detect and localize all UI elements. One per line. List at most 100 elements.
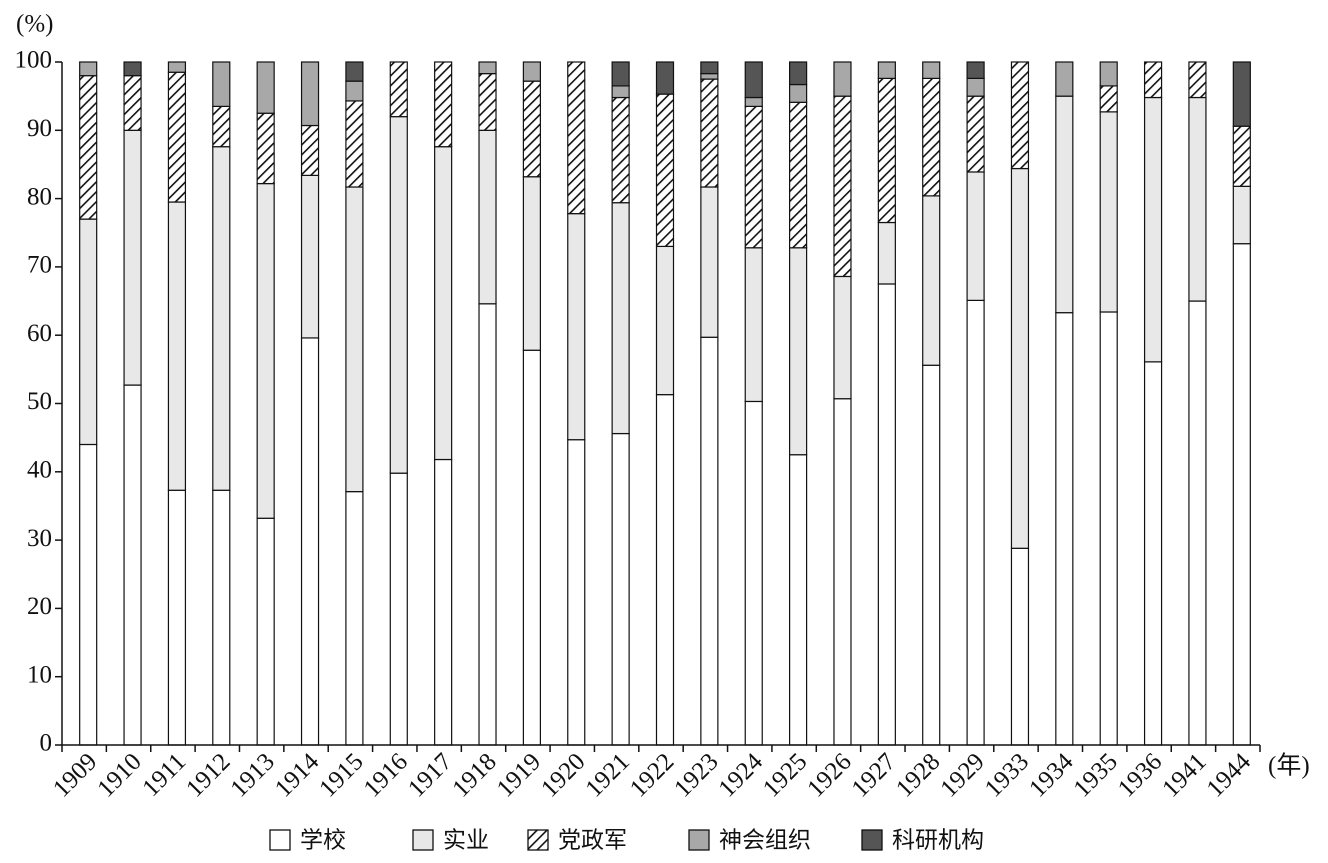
bar-segment [256, 182, 275, 519]
bar-segment [789, 247, 808, 456]
bar-segment [655, 245, 675, 396]
y-unit-label: (%) [16, 11, 53, 38]
bar-segment [966, 299, 985, 746]
bar-segment [655, 394, 675, 746]
bar-segment [167, 201, 187, 491]
bar-segment [700, 186, 719, 338]
x-tick-label: 1929 [935, 748, 989, 802]
bar-segment [167, 489, 187, 746]
bar-segment [345, 100, 364, 188]
x-tick-label: 1926 [802, 748, 856, 802]
bar-segment [1232, 125, 1251, 187]
y-tick-label: 80 [27, 183, 52, 210]
bar-segment [744, 247, 763, 403]
legend-swatch [527, 829, 549, 851]
bar-segment [1143, 361, 1163, 746]
bar-segment [389, 116, 408, 474]
bar-segment [1188, 96, 1207, 302]
bar-segment [522, 176, 541, 351]
bar-segment [1188, 300, 1207, 746]
bar-segment [522, 61, 541, 82]
bar-segment [966, 61, 985, 79]
bar-segment [434, 458, 453, 746]
x-tick-label: 1912 [181, 748, 235, 802]
bar-segment [256, 112, 275, 185]
bar-segment [300, 174, 320, 339]
y-tick-label: 30 [27, 525, 52, 552]
bar-segment [1010, 61, 1030, 170]
bar-segment [833, 275, 852, 400]
x-tick-label: 1934 [1024, 748, 1079, 803]
bar-segment [345, 80, 364, 102]
bar-segment [700, 73, 719, 80]
bar-segment [922, 61, 941, 79]
bar-segment [167, 71, 187, 203]
bar-segment [522, 349, 541, 746]
bar-segment [1055, 95, 1074, 314]
y-tick-label: 60 [27, 320, 52, 347]
bar-segment [123, 129, 142, 386]
bar-segment [567, 213, 586, 441]
bar-segment [522, 80, 541, 178]
bar-segment [300, 124, 320, 176]
bar-segment [744, 96, 763, 107]
bar-segment [877, 283, 896, 746]
x-tick-label: 1924 [714, 748, 769, 803]
x-tick-label: 1933 [980, 748, 1034, 802]
x-tick-label: 1923 [669, 748, 723, 802]
x-tick-label: 1911 [137, 748, 191, 802]
bar-segment [212, 61, 231, 107]
bar-segment [1010, 167, 1030, 549]
bar-segment [922, 364, 941, 746]
bar-segment [833, 61, 852, 97]
bar-segment [300, 337, 320, 746]
bar-segment [123, 384, 142, 746]
bar-segment [345, 491, 364, 746]
bar-segment [1143, 96, 1163, 363]
legend-swatch [688, 829, 710, 851]
x-tick-label: 1941 [1157, 748, 1211, 802]
bar-segment [167, 61, 187, 73]
bar-segment [655, 93, 675, 248]
bar-segment [611, 202, 630, 435]
bar-segment [877, 77, 896, 224]
legend-swatch [861, 829, 883, 851]
bar-segment [389, 472, 408, 746]
x-tick-label: 1922 [625, 748, 679, 802]
bar-segment [79, 75, 98, 220]
x-tick-label: 1918 [447, 748, 501, 802]
bar-segment [434, 61, 453, 148]
y-tick-label: 90 [27, 115, 52, 142]
bar-segment [700, 336, 719, 746]
x-tick-label: 1914 [270, 748, 325, 803]
bar-segment [345, 61, 364, 82]
bar-segment [833, 95, 852, 278]
y-tick-label: 0 [40, 730, 53, 757]
bar-segment [877, 61, 896, 79]
bar-segment [700, 61, 719, 75]
bar-segment [1188, 61, 1207, 99]
legend-swatch [412, 829, 434, 851]
bar-segment [478, 303, 497, 746]
y-tick-label: 40 [27, 457, 52, 484]
bar-segment [877, 221, 896, 285]
legend-label: 实业 [443, 828, 489, 854]
x-tick-label: 1925 [758, 748, 812, 802]
bar-segment [478, 73, 497, 131]
bar-segment [79, 443, 98, 746]
bar-segment [744, 61, 763, 99]
x-tick-label: 1935 [1069, 748, 1123, 802]
x-tick-label: 1916 [359, 748, 413, 802]
x-unit-label: (年) [1268, 752, 1310, 780]
legend-label: 党政军 [558, 828, 627, 854]
bar-segment [478, 61, 497, 75]
bar-segment [345, 186, 364, 493]
x-tick-label: 1927 [847, 748, 901, 802]
bar-segment [611, 85, 630, 99]
bar-segment [1099, 85, 1118, 113]
x-tick-label: 1917 [403, 748, 457, 802]
x-tick-label: 1920 [536, 748, 590, 802]
bar-segment [212, 489, 231, 746]
x-tick-label: 1919 [492, 748, 546, 802]
x-tick-label: 1921 [580, 748, 634, 802]
